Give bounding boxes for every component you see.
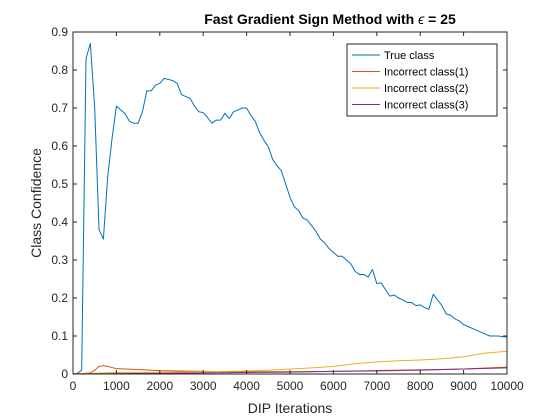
chart-title: Fast Gradient Sign Method with ϵ = 25 [204, 11, 456, 27]
x-tick-label: 1000 [103, 379, 130, 393]
x-tick-label: 9000 [450, 379, 477, 393]
y-tick-label: 0.9 [51, 25, 68, 39]
y-tick-label: 0.6 [51, 139, 68, 153]
legend-entry: Incorrect class(1) [384, 67, 468, 79]
x-tick-label: 2000 [146, 379, 173, 393]
x-tick-label: 7000 [363, 379, 390, 393]
y-axis-label: Class Confidence [28, 148, 44, 258]
x-tick-label: 6000 [320, 379, 347, 393]
legend-entry: True class [384, 50, 435, 62]
x-tick-label: 3000 [190, 379, 217, 393]
legend-entry: Incorrect class(3) [384, 100, 468, 112]
y-tick-label: 0.8 [51, 63, 68, 77]
y-tick-label: 0.3 [51, 253, 68, 267]
x-axis-label: DIP Iterations [248, 400, 333, 416]
legend: True class Incorrect class(1) Incorrect cl… [347, 44, 497, 116]
chart-title-tail: = 25 [424, 11, 456, 27]
y-tick-label: 0.7 [51, 101, 68, 115]
y-tick-label: 0.2 [51, 291, 68, 305]
x-tick-label: 10000 [490, 379, 524, 393]
legend-entry: Incorrect class(2) [384, 83, 468, 95]
y-tick-label: 0.1 [51, 329, 68, 343]
x-tick-label: 4000 [233, 379, 260, 393]
x-tick-label: 8000 [407, 379, 434, 393]
chart-title-main: Fast Gradient Sign Method with [204, 11, 418, 27]
x-tick-label: 5000 [277, 379, 304, 393]
y-tick-label: 0.4 [51, 215, 68, 229]
y-tick-label: 0 [61, 367, 68, 381]
y-tick-label: 0.5 [51, 177, 68, 191]
x-tick-label: 0 [70, 379, 77, 393]
